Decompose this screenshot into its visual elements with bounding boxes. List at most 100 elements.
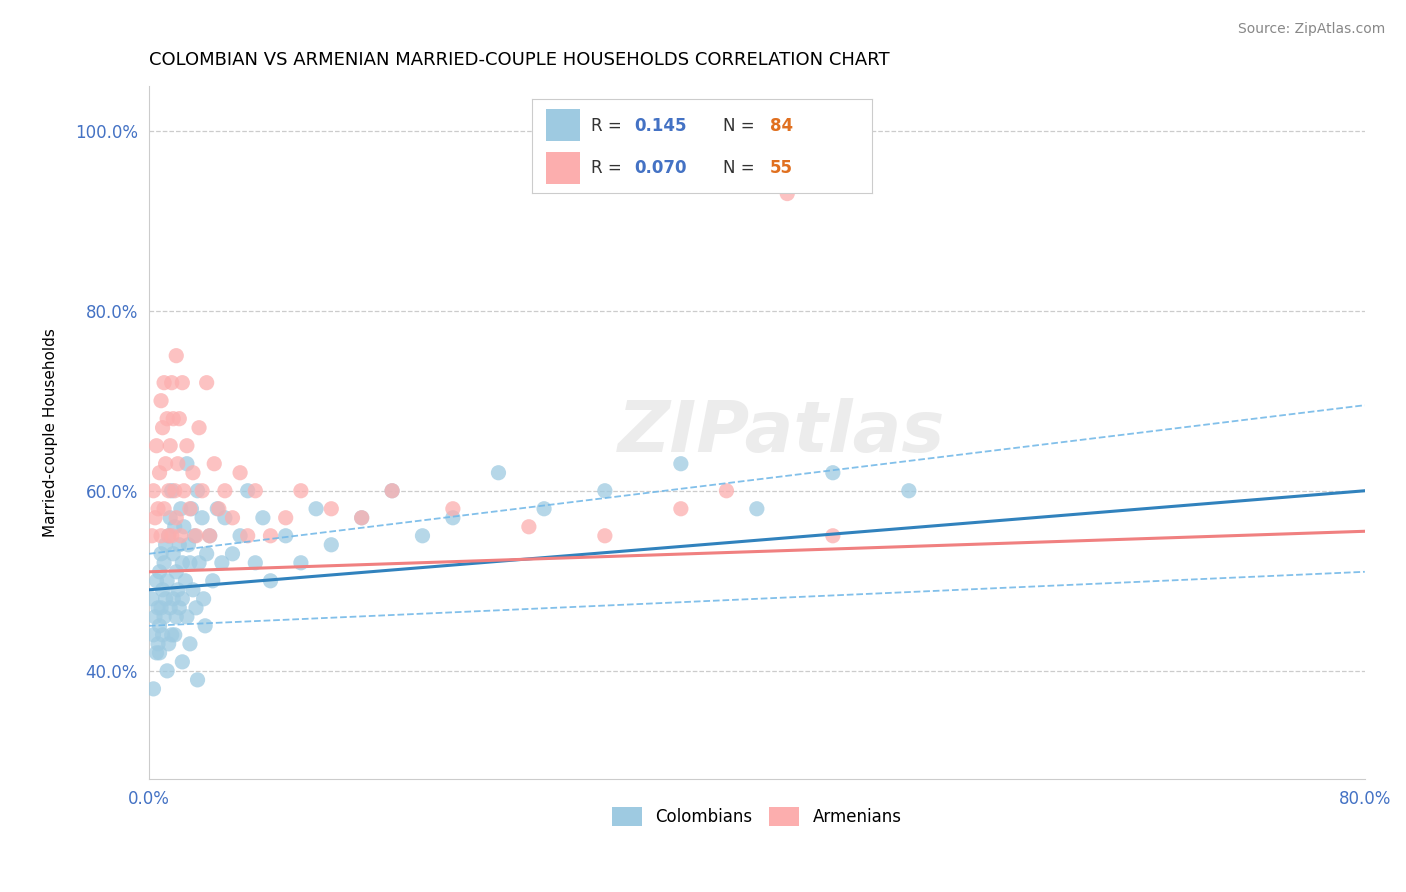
Point — [201, 574, 224, 588]
Point — [165, 610, 187, 624]
Point — [162, 591, 184, 606]
Point — [143, 610, 166, 624]
Point — [160, 483, 183, 498]
Point — [169, 411, 191, 425]
Point — [180, 501, 202, 516]
Point — [166, 582, 188, 597]
Point — [148, 565, 170, 579]
Point — [173, 520, 195, 534]
Point — [181, 466, 204, 480]
Point — [441, 501, 464, 516]
Point — [191, 483, 214, 498]
Point — [229, 466, 252, 480]
Point — [897, 483, 920, 498]
Point — [221, 547, 243, 561]
Text: Source: ZipAtlas.com: Source: ZipAtlas.com — [1237, 22, 1385, 37]
Point — [177, 538, 200, 552]
Point — [163, 628, 186, 642]
Point — [157, 637, 180, 651]
Point — [165, 565, 187, 579]
Point — [381, 483, 404, 498]
Point — [155, 591, 177, 606]
Point — [150, 547, 173, 561]
Point — [214, 510, 236, 524]
Point — [183, 529, 205, 543]
Point — [195, 376, 218, 390]
Point — [236, 483, 259, 498]
Point — [148, 619, 170, 633]
Point — [145, 574, 167, 588]
Point — [160, 529, 183, 543]
Point — [172, 376, 194, 390]
Point — [191, 510, 214, 524]
Point — [157, 529, 180, 543]
Point — [202, 457, 225, 471]
Point — [179, 556, 201, 570]
Point — [593, 529, 616, 543]
Point — [211, 556, 233, 570]
Point — [194, 619, 217, 633]
Point — [488, 466, 510, 480]
Point — [159, 439, 181, 453]
Point — [188, 420, 211, 434]
Point — [152, 582, 174, 597]
Point — [156, 411, 179, 425]
Point — [173, 483, 195, 498]
Point — [221, 510, 243, 524]
Point — [145, 646, 167, 660]
Point — [184, 600, 207, 615]
Point — [170, 501, 193, 516]
Legend: Colombians, Armenians: Colombians, Armenians — [606, 800, 908, 833]
Point — [165, 349, 187, 363]
Point — [150, 393, 173, 408]
Point — [162, 411, 184, 425]
Point — [163, 520, 186, 534]
Text: COLOMBIAN VS ARMENIAN MARRIED-COUPLE HOUSEHOLDS CORRELATION CHART: COLOMBIAN VS ARMENIAN MARRIED-COUPLE HOU… — [149, 51, 890, 69]
Point — [159, 510, 181, 524]
Point — [150, 529, 173, 543]
Point — [533, 501, 555, 516]
Text: ZIPatlas: ZIPatlas — [617, 398, 945, 467]
Point — [236, 529, 259, 543]
Point — [186, 483, 208, 498]
Point — [153, 610, 176, 624]
Point — [350, 510, 373, 524]
Point — [184, 529, 207, 543]
Point — [245, 483, 267, 498]
Point — [186, 673, 208, 687]
Point — [142, 483, 165, 498]
Y-axis label: Married-couple Households: Married-couple Households — [44, 327, 58, 537]
Point — [716, 483, 738, 498]
Point — [669, 457, 692, 471]
Point — [148, 466, 170, 480]
Point — [141, 529, 163, 543]
Point — [207, 501, 229, 516]
Point — [179, 637, 201, 651]
Point — [181, 582, 204, 597]
Point — [198, 529, 221, 543]
Point — [148, 646, 170, 660]
Point — [141, 591, 163, 606]
Point — [179, 501, 201, 516]
Point — [381, 483, 404, 498]
Point — [153, 376, 176, 390]
Point — [145, 439, 167, 453]
Point — [153, 556, 176, 570]
Point — [290, 483, 312, 498]
Point — [169, 600, 191, 615]
Point — [172, 655, 194, 669]
Point — [174, 574, 197, 588]
Point — [441, 510, 464, 524]
Point — [142, 628, 165, 642]
Point — [252, 510, 274, 524]
Point — [142, 681, 165, 696]
Point — [290, 556, 312, 570]
Point — [214, 483, 236, 498]
Point — [776, 186, 799, 201]
Point — [195, 547, 218, 561]
Point — [156, 664, 179, 678]
Point — [274, 529, 297, 543]
Point — [155, 457, 177, 471]
Point — [152, 420, 174, 434]
Point — [321, 501, 343, 516]
